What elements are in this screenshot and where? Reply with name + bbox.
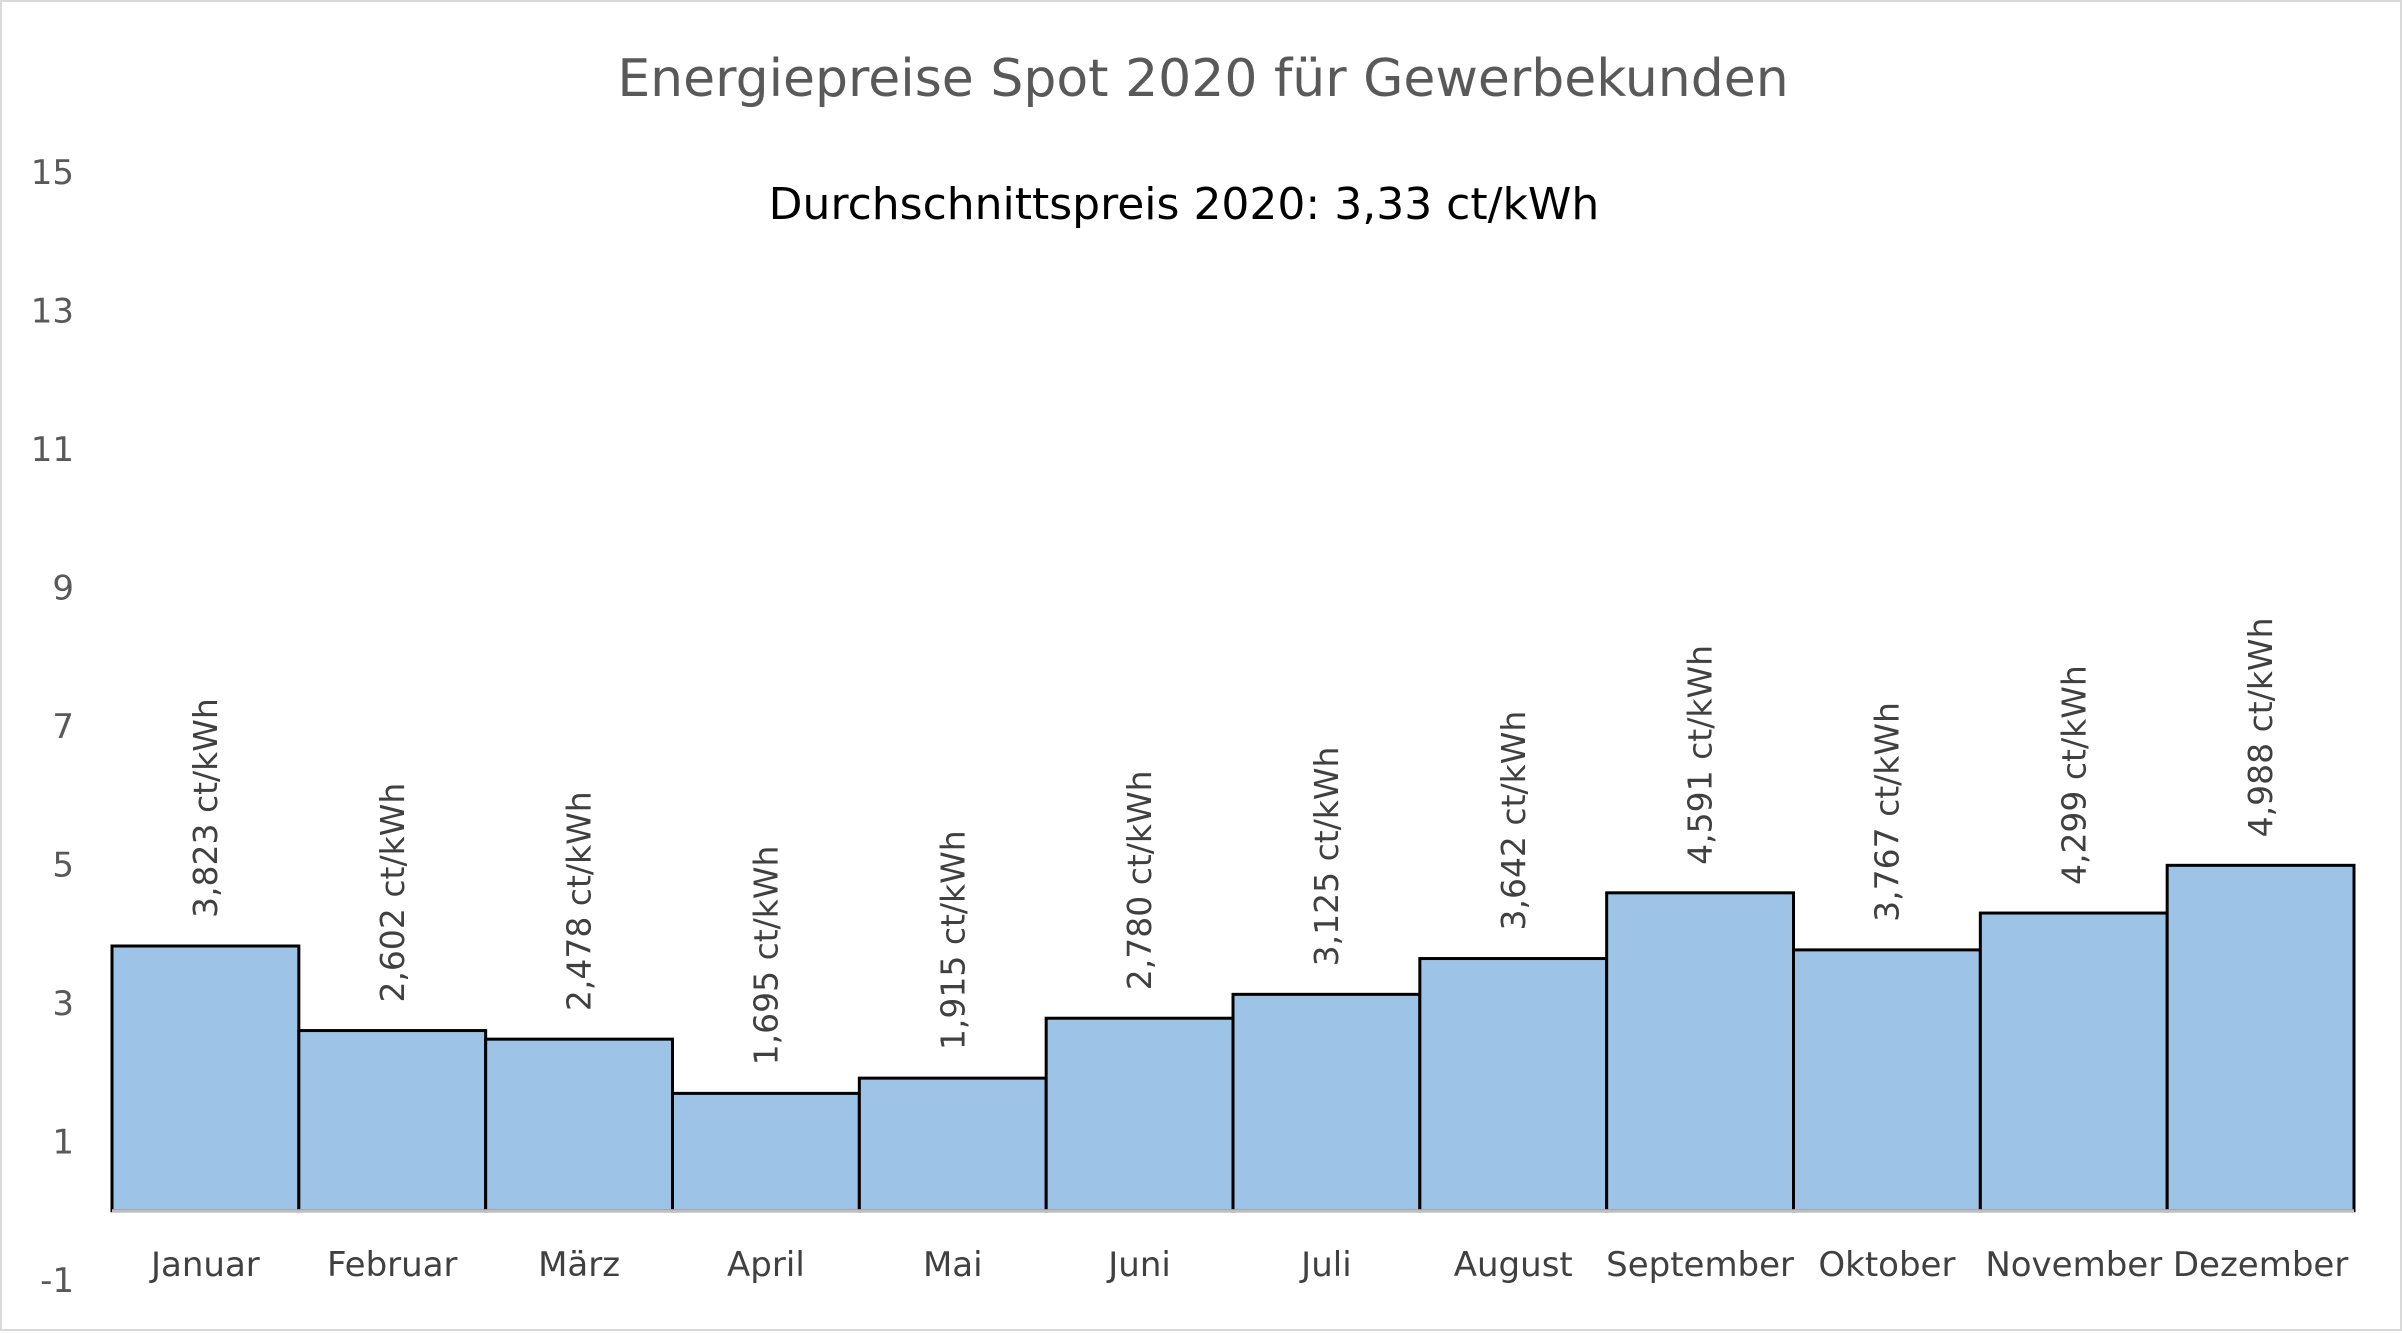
y-tick-label: -1 xyxy=(40,1261,74,1301)
bar xyxy=(1044,1016,1235,1213)
data-label: 3,823 ct/kWh xyxy=(186,698,225,918)
data-label: 1,915 ct/kWh xyxy=(933,830,972,1050)
data-label: 2,602 ct/kWh xyxy=(373,783,412,1003)
y-tick-label: 5 xyxy=(52,846,74,886)
bar xyxy=(671,1091,861,1213)
x-category-label: Februar xyxy=(327,1245,458,1285)
y-tick-label: 15 xyxy=(31,153,74,193)
data-label: 4,299 ct/kWh xyxy=(2054,665,2093,885)
bars xyxy=(110,863,2356,1213)
y-tick-label: 13 xyxy=(31,292,74,332)
x-category-label: April xyxy=(727,1245,805,1285)
x-category-label: Januar xyxy=(149,1245,260,1285)
data-label: 3,767 ct/kWh xyxy=(1867,702,1906,922)
x-category-label: Dezember xyxy=(2173,1245,2348,1285)
bar xyxy=(1978,911,2169,1213)
data-label: 3,125 ct/kWh xyxy=(1307,747,1346,967)
y-tick-label: 9 xyxy=(52,569,74,609)
x-category-label: Mai xyxy=(923,1245,983,1285)
x-category-label: Oktober xyxy=(1818,1245,1955,1285)
bar xyxy=(857,1076,1048,1213)
data-label: 2,780 ct/kWh xyxy=(1120,770,1159,990)
bar xyxy=(1605,891,1795,1213)
data-label: 3,642 ct/kWh xyxy=(1494,711,1533,931)
x-category-label: September xyxy=(1606,1245,1794,1285)
data-labels: 3,823 ct/kWh 2,602 ct/kWh 2,478 ct/kWh 1,69… xyxy=(186,618,2280,1066)
data-label: 2,478 ct/kWh xyxy=(560,791,599,1011)
x-category-label: März xyxy=(538,1245,620,1285)
y-tick-label: 1 xyxy=(52,1123,74,1163)
bar xyxy=(484,1037,674,1213)
data-label: 4,591 ct/kWh xyxy=(1681,645,1720,865)
y-tick-label: 3 xyxy=(52,984,74,1024)
data-label: 4,988 ct/kWh xyxy=(2241,618,2280,838)
bar xyxy=(110,944,301,1213)
chart-subtitle: Durchschnittspreis 2020: 3,33 ct/kWh xyxy=(769,179,1600,230)
x-category-label: August xyxy=(1454,1245,1573,1285)
bar xyxy=(2165,863,2356,1213)
x-category-label: Juni xyxy=(1106,1245,1171,1285)
y-tick-label: 7 xyxy=(52,707,74,747)
data-label: 1,695 ct/kWh xyxy=(746,846,785,1066)
bar xyxy=(1231,992,1422,1213)
bar xyxy=(1792,948,1982,1213)
bar xyxy=(1418,957,1609,1213)
x-axis-labels: Januar Februar März April Mai Juni Juli August S… xyxy=(149,1245,2348,1285)
y-tick-label: 11 xyxy=(31,430,74,470)
x-category-label: November xyxy=(1985,1245,2162,1285)
x-category-label: Juli xyxy=(1299,1245,1351,1285)
bar xyxy=(297,1029,488,1213)
chart-title: Energiepreise Spot 2020 für Gewerbekunde… xyxy=(617,49,1788,109)
y-axis-ticks: 15 13 11 9 7 5 3 1 -1 xyxy=(31,153,74,1301)
